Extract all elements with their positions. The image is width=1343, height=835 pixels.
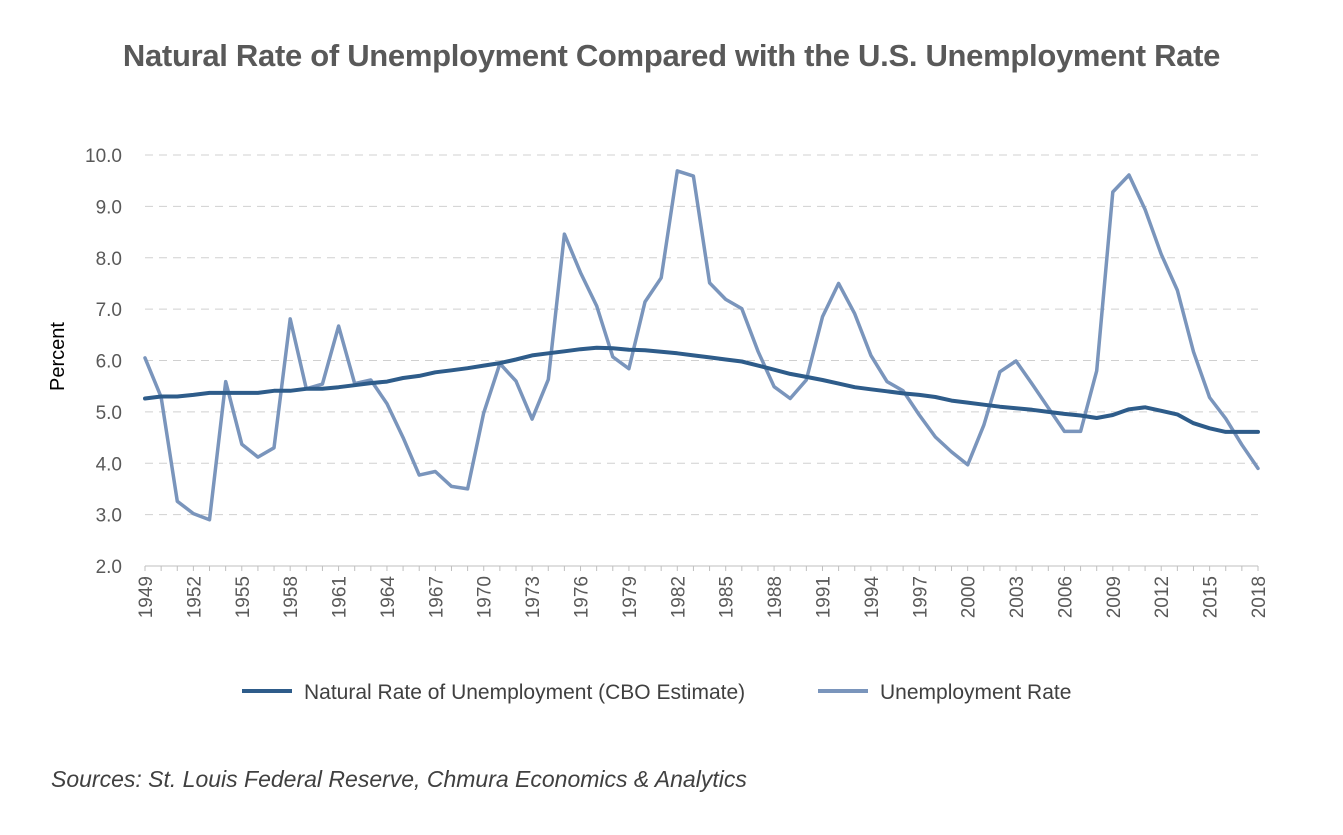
chart-title: Natural Rate of Unemployment Compared wi… xyxy=(122,38,1221,73)
y-tick-label: 9.0 xyxy=(96,197,122,218)
x-tick-label: 1967 xyxy=(426,576,447,618)
source-note: Sources: St. Louis Federal Reserve, Chmu… xyxy=(51,766,747,792)
x-tick-label: 1976 xyxy=(572,576,593,618)
x-tick-label: 1961 xyxy=(330,576,351,618)
x-tick-label: 1952 xyxy=(184,576,205,618)
x-tick-label: 2018 xyxy=(1249,576,1270,618)
y-tick-label: 7.0 xyxy=(96,300,122,321)
y-tick-label: 3.0 xyxy=(96,506,122,527)
y-tick-label: 8.0 xyxy=(96,249,122,270)
x-tick-label: 2006 xyxy=(1055,576,1076,618)
legend-unemployment-rate-label: Unemployment Rate xyxy=(880,681,1071,704)
x-tick-label: 2012 xyxy=(1152,576,1173,618)
unemployment-rate-line xyxy=(143,169,1260,522)
x-tick-label: 1955 xyxy=(233,576,254,618)
x-tick-label: 2015 xyxy=(1201,576,1222,618)
x-tick-label: 2003 xyxy=(1007,576,1028,618)
x-tick-label: 1997 xyxy=(910,576,931,618)
legend-natural-rate-label: Natural Rate of Unemployment (CBO Estima… xyxy=(304,681,745,704)
y-tick-label: 4.0 xyxy=(96,454,122,475)
x-tick-label: 2009 xyxy=(1104,576,1125,618)
x-tick-label: 1985 xyxy=(717,576,738,618)
x-tick-label: 1958 xyxy=(281,576,302,618)
x-tick-label: 1982 xyxy=(668,576,689,618)
x-tick-label: 1991 xyxy=(813,576,834,618)
y-tick-label: 10.0 xyxy=(85,146,122,167)
y-tick-label: 5.0 xyxy=(96,403,122,424)
x-tick-label: 1994 xyxy=(862,576,883,619)
y-tick-label: 6.0 xyxy=(96,352,122,373)
x-tick-label: 2000 xyxy=(959,576,980,618)
x-tick-label: 1979 xyxy=(620,576,641,618)
x-tick-label: 1988 xyxy=(765,576,786,618)
x-tick-label: 1949 xyxy=(136,576,157,618)
x-tick-label: 1970 xyxy=(475,576,496,618)
y-tick-label: 2.0 xyxy=(96,557,122,578)
x-tick-label: 1973 xyxy=(523,576,544,618)
y-axis-title: Percent xyxy=(47,322,69,391)
x-tick-label: 1964 xyxy=(378,576,399,619)
natural-rate-line xyxy=(143,345,1260,434)
